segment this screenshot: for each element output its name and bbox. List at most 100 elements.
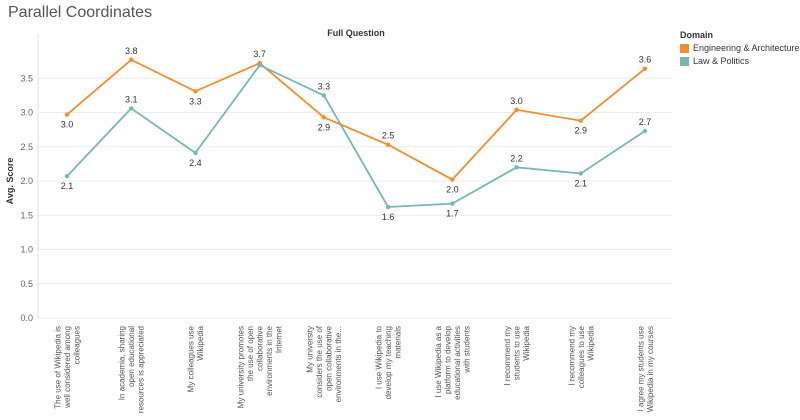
x-category-label-line: considers the use of [315, 325, 324, 397]
x-category-label-line: Wikipedia [586, 325, 595, 360]
x-category-label-line: I agree my students use [636, 325, 645, 411]
y-axis-title: Avg. Score [5, 158, 15, 205]
data-point [514, 107, 519, 112]
x-category-label-line: My university [306, 326, 315, 373]
x-category-label-line: Wikipedia [522, 325, 531, 360]
data-point [514, 165, 519, 170]
x-category-label: I recommend my students to use Wikipedia [503, 325, 531, 385]
y-tick-label: 2.5 [20, 142, 33, 152]
category-labels: The use of Wikipedia is well considered a… [54, 325, 655, 413]
data-label: 3.3 [189, 96, 202, 106]
chart-title: Full Question [327, 28, 385, 38]
data-label: 2.7 [639, 117, 652, 127]
x-category-label-line: environments in the... [334, 326, 343, 402]
x-category-label-line: I use Wikipedia as a [434, 325, 443, 397]
data-point [450, 177, 455, 182]
legend-item[interactable]: Engineering & Architecture [680, 43, 800, 53]
data-label: 2.4 [189, 158, 202, 168]
data-label: 1.6 [382, 212, 395, 222]
data-point [642, 128, 648, 134]
data-point [385, 204, 391, 210]
x-category-label: I agree my students use Wikipedia in my c… [636, 325, 655, 412]
series-lines [64, 57, 648, 210]
x-category-label-line: materials [394, 326, 403, 358]
data-label: 2.9 [318, 122, 331, 132]
x-category-label: In academia, sharing open educational reso… [118, 326, 146, 413]
data-label: 3.8 [125, 46, 138, 56]
data-point [193, 150, 198, 156]
x-category-label: The use of Wikipedia is well considered a… [54, 326, 82, 409]
data-point [64, 174, 70, 179]
legend-label: Law & Politics [693, 56, 750, 66]
x-category-label: I use Wikipedia as a platform to develop e… [434, 325, 472, 399]
x-category-label-line: I use Wikipedia to [375, 325, 384, 389]
x-category-label-line: Wikipedia [196, 325, 205, 360]
y-tick-label: 2.0 [20, 176, 33, 186]
x-category-label: I recommend my colleagues to use Wikipedia [567, 325, 595, 388]
data-label: 3.0 [61, 120, 74, 130]
legend: Domain Engineering & Architecture Law & P… [680, 30, 800, 69]
x-category-label-line: Wikipedia in my courses [646, 326, 655, 412]
data-point [257, 63, 262, 68]
x-category-label-line: In academia, sharing [118, 326, 127, 400]
y-tick-label: 3.5 [20, 73, 33, 83]
data-label: 2.9 [575, 126, 588, 136]
data-point [321, 93, 327, 98]
data-label: 3.1 [125, 94, 138, 104]
x-category-label: I use Wikipedia to develop my teaching mat… [375, 325, 403, 399]
x-category-label-line: I recommend my [503, 326, 512, 386]
x-category-label-line: the use of open [246, 326, 255, 381]
series-line [66, 58, 646, 181]
data-point [385, 142, 391, 147]
legend-items: Engineering & Architecture Law & Politics [680, 43, 800, 66]
x-category-label-line: environments in the [265, 325, 274, 395]
y-tick-label: 1.5 [20, 210, 33, 220]
y-tick-label: 0.0 [20, 313, 33, 323]
x-category-label-line: resources is appreciated [137, 326, 146, 413]
legend-item[interactable]: Law & Politics [680, 56, 800, 66]
data-label: 3.6 [639, 55, 652, 65]
grid-layer [38, 77, 672, 319]
x-category-label-line: platform to develop [444, 325, 453, 394]
x-category-label-line: My university promotes [237, 326, 246, 408]
x-category-label-line: collaborative [256, 325, 265, 370]
data-point [450, 201, 455, 206]
x-category-label-line: My colleagues use [187, 325, 196, 392]
series-line [66, 64, 646, 208]
x-category-label-line: colleagues [73, 326, 82, 364]
legend-swatch [680, 43, 689, 53]
data-label: 1.7 [446, 209, 459, 219]
data-label: 3.0 [510, 96, 523, 106]
data-point [64, 112, 70, 117]
data-point [321, 115, 327, 120]
y-axis: 0.0 0.5 1.0 1.5 2.0 2.5 3.0 3.5 [20, 34, 39, 323]
data-point [642, 66, 648, 71]
x-category-label-line: open collaborative [325, 325, 334, 390]
x-category-label: My university considers the use of open co… [306, 325, 344, 402]
x-category-label-line: well considered among [63, 326, 72, 409]
x-category-label-line: with students [463, 326, 472, 374]
data-label: 3.3 [318, 81, 331, 91]
data-label: 2.0 [446, 185, 459, 195]
data-point [129, 106, 134, 111]
x-category-label-line: I recommend my [567, 326, 576, 386]
legend-label: Engineering & Architecture [693, 43, 800, 53]
data-point [129, 57, 134, 62]
data-label: 2.2 [510, 153, 523, 163]
page-title: Parallel Coordinates [8, 4, 153, 21]
data-label: 2.1 [575, 178, 588, 188]
data-labels: 3.0 3.8 3.3 3.7 2.9 2.5 2.0 3.0 2.9 3.6 2.1 3.1 2.4 3… [61, 46, 652, 222]
x-category-label-line: educational activities [453, 326, 462, 400]
y-tick-label: 1.0 [20, 245, 33, 255]
legend-swatch [680, 56, 689, 66]
data-label: 2.5 [382, 131, 395, 141]
legend-title: Domain [680, 30, 714, 40]
x-category-label: My colleagues use Wikipedia [187, 325, 206, 392]
x-category-label-line: Internet [275, 325, 284, 353]
x-category-label-line: open educational [127, 326, 136, 387]
data-point [578, 171, 583, 176]
data-label: 2.1 [61, 181, 74, 191]
y-tick-label: 3.0 [20, 108, 33, 118]
x-category-label-line: The use of Wikipedia is [54, 326, 63, 409]
